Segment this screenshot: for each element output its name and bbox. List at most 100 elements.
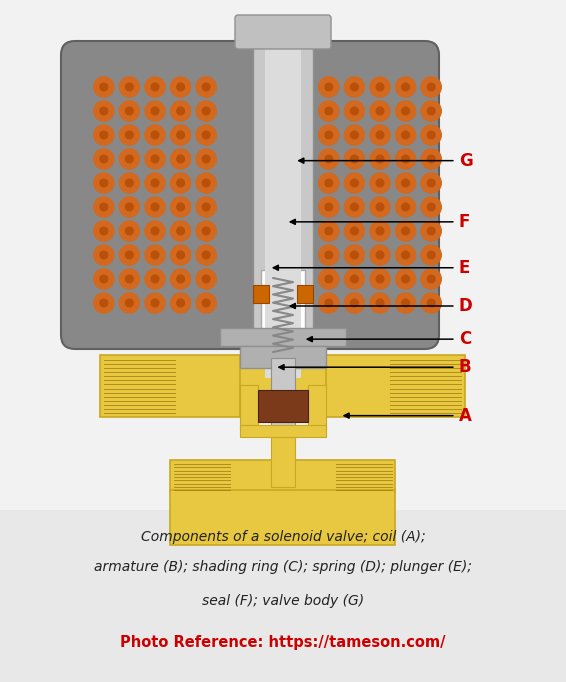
Circle shape: [402, 203, 409, 211]
Bar: [271, 437, 295, 487]
Circle shape: [177, 155, 185, 163]
Circle shape: [145, 269, 165, 289]
Bar: [240, 346, 326, 368]
Circle shape: [94, 245, 114, 265]
Circle shape: [196, 197, 216, 217]
Circle shape: [177, 275, 185, 283]
Circle shape: [319, 125, 339, 145]
Circle shape: [350, 251, 358, 259]
Circle shape: [119, 221, 139, 241]
Bar: [240, 355, 326, 417]
Circle shape: [350, 155, 358, 163]
Circle shape: [94, 101, 114, 121]
Circle shape: [396, 293, 415, 313]
Circle shape: [325, 227, 333, 235]
Circle shape: [126, 107, 133, 115]
Circle shape: [421, 101, 441, 121]
Circle shape: [370, 221, 390, 241]
Text: armature (B); shading ring (C); spring (D); plunger (E);: armature (B); shading ring (C); spring (…: [94, 560, 472, 574]
Circle shape: [350, 299, 358, 307]
Circle shape: [370, 173, 390, 193]
Circle shape: [325, 131, 333, 139]
Circle shape: [119, 101, 139, 121]
Text: G: G: [459, 151, 473, 170]
Circle shape: [126, 131, 133, 139]
Circle shape: [421, 173, 441, 193]
Circle shape: [100, 131, 108, 139]
Circle shape: [119, 293, 139, 313]
Circle shape: [145, 125, 165, 145]
Circle shape: [376, 227, 384, 235]
Circle shape: [427, 131, 435, 139]
Circle shape: [421, 125, 441, 145]
Circle shape: [344, 221, 365, 241]
Circle shape: [145, 197, 165, 217]
Text: E: E: [459, 258, 470, 277]
Circle shape: [350, 83, 358, 91]
Circle shape: [145, 149, 165, 169]
Text: Components of a solenoid valve; coil (A);: Components of a solenoid valve; coil (A)…: [141, 530, 425, 544]
Circle shape: [100, 203, 108, 211]
Circle shape: [177, 203, 185, 211]
Circle shape: [100, 179, 108, 187]
Circle shape: [325, 107, 333, 115]
Circle shape: [376, 179, 384, 187]
Circle shape: [170, 293, 191, 313]
Circle shape: [376, 107, 384, 115]
Circle shape: [396, 245, 415, 265]
Circle shape: [402, 275, 409, 283]
Text: F: F: [459, 213, 470, 231]
Circle shape: [196, 269, 216, 289]
Text: B: B: [459, 358, 471, 376]
Circle shape: [151, 83, 159, 91]
Circle shape: [370, 293, 390, 313]
Circle shape: [319, 173, 339, 193]
Circle shape: [325, 155, 333, 163]
Circle shape: [100, 275, 108, 283]
Circle shape: [396, 101, 415, 121]
Bar: [308, 385, 326, 430]
Text: D: D: [459, 297, 473, 315]
Circle shape: [151, 131, 159, 139]
Circle shape: [396, 221, 415, 241]
Circle shape: [145, 245, 165, 265]
Circle shape: [196, 245, 216, 265]
Circle shape: [421, 197, 441, 217]
Circle shape: [402, 155, 409, 163]
Circle shape: [376, 299, 384, 307]
Circle shape: [344, 293, 365, 313]
Circle shape: [344, 149, 365, 169]
Circle shape: [376, 203, 384, 211]
Circle shape: [170, 245, 191, 265]
Circle shape: [203, 251, 210, 259]
Text: A: A: [459, 406, 471, 425]
Circle shape: [350, 107, 358, 115]
Bar: [170, 460, 395, 492]
Circle shape: [319, 149, 339, 169]
Bar: [261, 270, 305, 358]
Circle shape: [151, 275, 159, 283]
Circle shape: [319, 101, 339, 121]
Circle shape: [119, 245, 139, 265]
Circle shape: [203, 131, 210, 139]
Circle shape: [170, 101, 191, 121]
Circle shape: [344, 101, 365, 121]
Circle shape: [94, 293, 114, 313]
Circle shape: [376, 275, 384, 283]
Circle shape: [427, 227, 435, 235]
Circle shape: [100, 155, 108, 163]
Circle shape: [170, 77, 191, 97]
Circle shape: [203, 155, 210, 163]
Circle shape: [427, 299, 435, 307]
Circle shape: [145, 293, 165, 313]
Circle shape: [402, 131, 409, 139]
Circle shape: [151, 107, 159, 115]
Circle shape: [427, 275, 435, 283]
Bar: [170, 490, 395, 545]
Circle shape: [126, 203, 133, 211]
Circle shape: [402, 227, 409, 235]
Circle shape: [94, 269, 114, 289]
Circle shape: [427, 251, 435, 259]
Circle shape: [344, 269, 365, 289]
Circle shape: [119, 269, 139, 289]
